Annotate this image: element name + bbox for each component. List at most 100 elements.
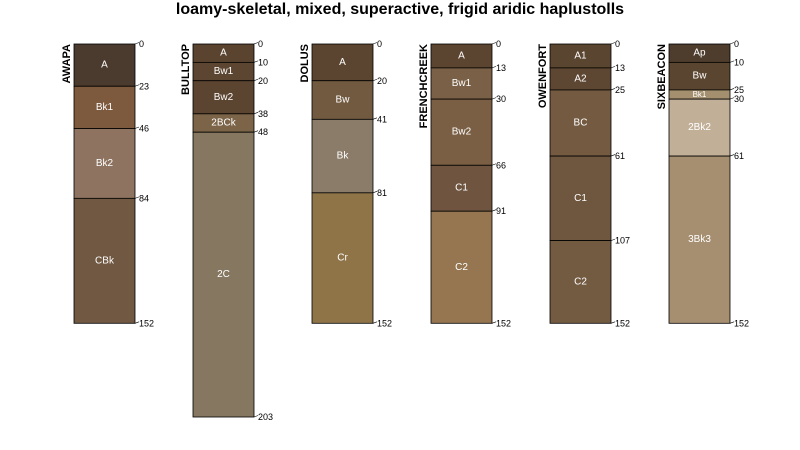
- horizon-label: Bk2: [96, 158, 114, 169]
- profile-name: BULLTOP: [180, 44, 192, 95]
- depth-label: 0: [734, 39, 739, 49]
- horizon-label: Bw2: [214, 92, 234, 103]
- depth-label: 30: [496, 94, 506, 104]
- depth-tick: [491, 42, 497, 45]
- depth-label: 203: [258, 412, 273, 422]
- horizon-bc: [549, 89, 612, 157]
- depth-label: 81: [377, 188, 387, 198]
- depth-tick: [134, 321, 140, 324]
- horizon-bk: [311, 118, 374, 194]
- horizon-label: A1: [574, 50, 587, 61]
- horizon-label: Bw1: [452, 78, 472, 89]
- depth-label: 61: [734, 151, 744, 161]
- profile-dolus: DOLUS A Bw Bk Cr 0 20 41 81 152: [299, 39, 392, 328]
- depth-tick: [729, 88, 735, 91]
- depth-tick: [372, 191, 378, 194]
- horizon-bw1: [430, 67, 493, 100]
- depth-tick: [134, 196, 140, 199]
- horizon-label: Bw: [336, 95, 351, 106]
- depth-label: 152: [615, 318, 630, 328]
- depth-label: 46: [139, 124, 149, 134]
- horizon-c2: [549, 240, 612, 324]
- depth-label: 0: [496, 39, 501, 49]
- depth-tick: [610, 321, 616, 324]
- profile-owenfort: OWENFORT A1 A2 BC C1 C2 0 13 25 61 107 152: [537, 39, 630, 328]
- profile-frenchcreek: FRENCHCREEK A Bw1 Bw2 C1 C2 0 13 30 66 91 152: [418, 39, 511, 328]
- depth-tick: [729, 60, 735, 63]
- depth-label: 61: [615, 151, 625, 161]
- depth-tick: [610, 66, 616, 69]
- depth-label: 20: [377, 76, 387, 86]
- horizon-2c: [192, 131, 255, 418]
- horizon-bw2: [192, 80, 255, 115]
- depth-tick: [372, 321, 378, 324]
- profile-name: OWENFORT: [537, 44, 549, 108]
- depth-label: 91: [496, 206, 506, 216]
- depth-tick: [253, 130, 259, 133]
- horizon-label: A: [458, 50, 465, 61]
- horizon-a: [311, 43, 374, 82]
- horizon-label: C2: [455, 262, 468, 273]
- depth-label: 0: [139, 39, 144, 49]
- depth-label: 0: [377, 39, 382, 49]
- horizon-label: C1: [574, 193, 587, 204]
- depth-label: 152: [734, 318, 749, 328]
- depth-tick: [610, 88, 616, 91]
- horizon-label: A2: [574, 73, 587, 84]
- depth-label: 152: [139, 318, 154, 328]
- horizon-label: Bk1: [693, 90, 707, 99]
- horizon-label: 2C: [217, 269, 230, 280]
- horizon-c1: [549, 155, 612, 242]
- depth-tick: [610, 154, 616, 157]
- depth-label: 13: [496, 63, 506, 73]
- horizon-3bk3: [668, 155, 731, 324]
- horizon-label: A: [220, 48, 227, 59]
- depth-label: 25: [615, 85, 625, 95]
- horizon-label: Ap: [693, 48, 706, 59]
- profile-name: DOLUS: [299, 44, 311, 83]
- depth-tick: [134, 84, 140, 87]
- depth-tick: [253, 78, 259, 82]
- depth-label: 84: [139, 193, 149, 203]
- depth-label: 13: [615, 63, 625, 73]
- horizon-label: A: [101, 60, 108, 71]
- profile-name: SIXBEACON: [656, 44, 668, 109]
- horizon-label: Bw: [693, 71, 708, 82]
- horizon-bk2: [73, 128, 136, 199]
- horizon-label: A: [339, 57, 346, 68]
- horizon-label: C1: [455, 183, 468, 194]
- depth-tick: [253, 60, 259, 63]
- depth-tick: [729, 42, 735, 45]
- horizon-cr: [311, 192, 374, 324]
- depth-tick: [491, 209, 497, 212]
- horizon-label: 2Bk2: [688, 122, 711, 133]
- profile-name: AWAPA: [61, 44, 73, 84]
- depth-tick: [253, 415, 259, 418]
- depth-label: 38: [258, 109, 268, 119]
- depth-label: 0: [258, 39, 263, 49]
- depth-label: 41: [377, 114, 387, 124]
- horizon-c1: [430, 164, 493, 212]
- horizon-label: BC: [574, 118, 588, 129]
- horizon-cbk: [73, 197, 136, 324]
- depth-tick: [134, 126, 140, 129]
- horizon-2bk2: [668, 98, 731, 157]
- horizon-label: Bk: [337, 151, 350, 162]
- depth-tick: [610, 238, 616, 241]
- horizon-bw2: [430, 98, 493, 166]
- depth-tick: [610, 42, 616, 45]
- horizon-label: Bk1: [96, 102, 114, 113]
- horizon-label: Bw2: [452, 127, 472, 138]
- depth-label: 25: [734, 85, 744, 95]
- depth-label: 0: [615, 39, 620, 49]
- depth-label: 30: [734, 94, 744, 104]
- chart-title: loamy-skeletal, mixed, superactive, frig…: [175, 1, 625, 18]
- depth-tick: [491, 321, 497, 324]
- depth-tick: [491, 66, 497, 69]
- depth-tick: [729, 97, 735, 100]
- depth-label: 66: [496, 160, 506, 170]
- horizon-label: 3Bk3: [688, 234, 711, 245]
- depth-label: 152: [377, 318, 392, 328]
- horizon-label: Bw1: [214, 66, 234, 77]
